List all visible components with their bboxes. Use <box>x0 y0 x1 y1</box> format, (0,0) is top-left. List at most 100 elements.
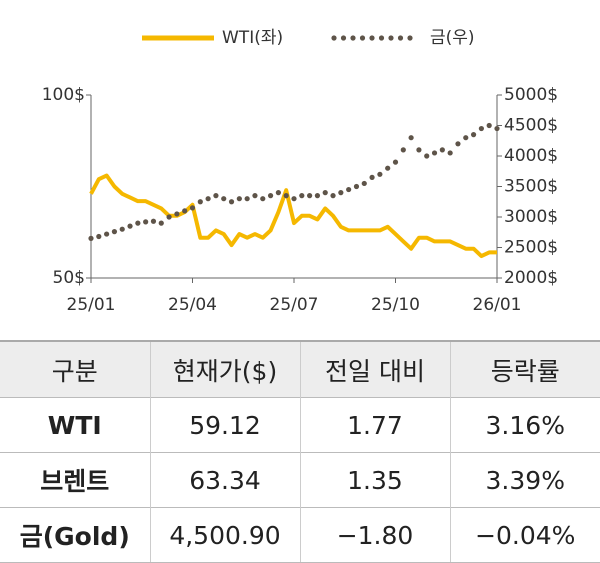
x-tick-label: 25/01 <box>67 295 116 315</box>
gold-point <box>189 205 196 211</box>
legend-label: 금(우) <box>430 28 475 48</box>
legend-swatch <box>397 35 404 41</box>
gold-point <box>127 223 133 229</box>
gold-point <box>408 135 414 141</box>
price-table: 구분 현재가($) 전일 대비 등락률 WTI 59.12 1.77 3.16% 브렌트 63.3… <box>0 340 600 563</box>
gold-point <box>486 122 492 129</box>
gold-point <box>104 231 110 237</box>
gold-point <box>463 135 469 141</box>
header-cell: 등락률 <box>449 340 600 398</box>
gold-point <box>135 220 141 226</box>
cell: −1.80 <box>299 507 450 563</box>
table-row: 브렌트 63.34 1.35 3.39% <box>0 452 600 508</box>
cell: 4,500.90 <box>149 507 300 563</box>
cell: −0.04% <box>449 507 600 563</box>
gold-point <box>299 193 305 199</box>
y2-tick-label: 3000$ <box>504 207 558 227</box>
gold-point <box>307 193 313 199</box>
cell: 59.12 <box>149 397 300 453</box>
header-cell: 현재가($) <box>149 340 300 398</box>
gold-point <box>455 141 461 147</box>
legend-label: WTI(좌) <box>222 28 283 48</box>
cell: 3.39% <box>449 452 600 508</box>
gold-point <box>221 196 227 202</box>
gold-point <box>197 199 203 205</box>
y2-tick-label: 2000$ <box>504 268 558 288</box>
gold-point <box>346 186 352 193</box>
gold-point <box>88 235 94 241</box>
gold-point <box>330 193 336 199</box>
cell: 1.77 <box>299 397 450 453</box>
gold-point <box>143 219 149 225</box>
row-label: WTI <box>0 397 150 453</box>
gold-point <box>291 196 297 202</box>
header-cell: 전일 대비 <box>299 340 450 398</box>
gold-point <box>470 132 477 138</box>
y-tick-label: 100$ <box>42 85 85 105</box>
table-row: WTI 59.12 1.77 3.16% <box>0 397 600 453</box>
gold-point <box>260 196 266 202</box>
gold-point <box>392 159 399 165</box>
legend-swatch <box>331 35 337 41</box>
gold-point <box>236 196 242 202</box>
x-tick-label: 25/10 <box>371 295 420 315</box>
legend-swatch <box>359 35 366 41</box>
gold-point <box>283 193 289 199</box>
legend-swatch <box>340 35 347 41</box>
gold-point <box>96 233 102 240</box>
x-tick-label: 26/01 <box>473 295 522 315</box>
gold-point <box>478 125 484 132</box>
gold-point <box>174 211 180 217</box>
gold-point <box>416 147 422 153</box>
row-label: 브렌트 <box>0 452 150 508</box>
x-tick-label: 25/04 <box>168 295 217 315</box>
gold-point <box>213 193 219 199</box>
gold-point <box>119 226 125 232</box>
gold-point <box>267 193 274 199</box>
gold-point <box>314 193 321 199</box>
y2-tick-label: 4500$ <box>504 116 558 136</box>
chart: 50$ 100$ 2000$ 2500$ 3000$ 3500$ 4000$ 4500$ 500… <box>42 28 558 315</box>
gold-point <box>369 174 375 180</box>
gold-point <box>150 218 157 224</box>
gold-point <box>439 147 445 153</box>
header-cell: 구분 <box>0 340 150 398</box>
y2-tick-label: 4000$ <box>504 146 558 166</box>
gold-point <box>447 150 453 156</box>
cell: 63.34 <box>149 452 300 508</box>
gold-point <box>385 165 391 171</box>
gold-point <box>166 214 172 220</box>
cell: 1.35 <box>299 452 450 508</box>
gold-point <box>322 190 328 196</box>
gold-point <box>228 199 235 205</box>
table-header: 구분 현재가($) 전일 대비 등락률 <box>0 340 600 398</box>
y-tick-label: 50$ <box>53 268 85 288</box>
y2-tick-label: 5000$ <box>504 85 558 105</box>
y2-tick-label: 3500$ <box>504 177 558 197</box>
gold-point <box>244 196 250 202</box>
legend-swatch <box>388 35 394 41</box>
gold-point <box>338 190 344 196</box>
gold-point <box>361 180 367 187</box>
gold-point <box>494 125 500 132</box>
gold-point <box>275 190 281 196</box>
gold-point <box>205 196 211 202</box>
gold-point <box>431 150 438 156</box>
legend-swatch <box>369 35 375 41</box>
gold-point <box>182 208 188 214</box>
wti-line <box>89 173 497 259</box>
row-label: 금(Gold) <box>0 507 150 563</box>
legend-swatch <box>407 35 413 41</box>
gold-point <box>400 147 406 153</box>
x-tick-label: 25/07 <box>270 295 319 315</box>
gold-point <box>424 153 430 159</box>
gold-point <box>252 193 258 199</box>
y2-tick-label: 2500$ <box>504 238 558 258</box>
gold-point <box>353 183 360 190</box>
legend-swatch <box>378 35 385 41</box>
table-row: 금(Gold) 4,500.90 −1.80 −0.04% <box>0 507 600 563</box>
gold-point <box>158 220 164 226</box>
cell: 3.16% <box>449 397 600 453</box>
legend-swatch <box>350 35 356 41</box>
